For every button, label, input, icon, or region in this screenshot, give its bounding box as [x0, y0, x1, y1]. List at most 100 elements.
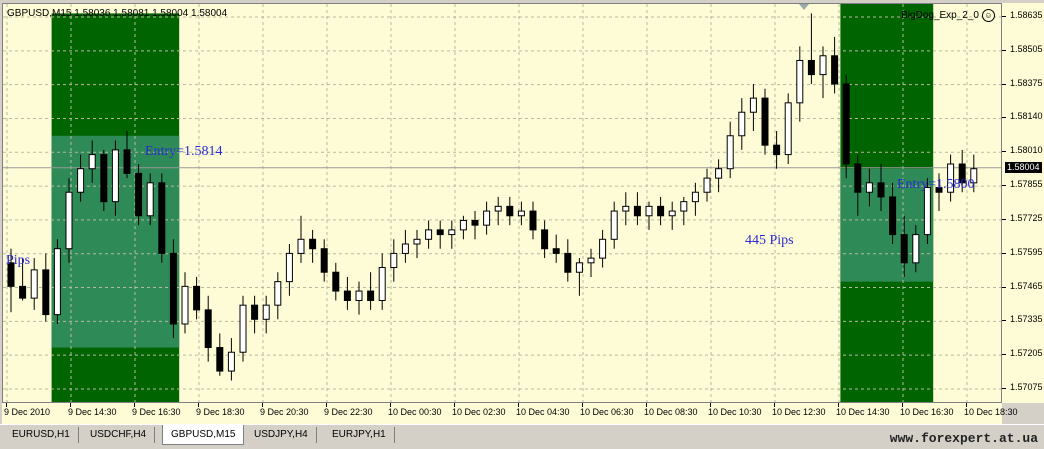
candle-bull [425, 229, 433, 240]
candle-bear [900, 234, 908, 264]
price-axis-label: 1.58140 [1010, 111, 1043, 122]
candle-bull [274, 281, 282, 306]
candle-bull [401, 243, 409, 254]
candle-bear [7, 262, 15, 287]
tab-usdchf-h4[interactable]: USDCHF,H4 [82, 427, 156, 443]
pips-label-1: Pips [6, 253, 31, 268]
watermark: www.forexpert.at.ua [889, 431, 1038, 446]
candle-bear [552, 248, 560, 254]
candle-bull [645, 205, 653, 217]
candle-bull [285, 252, 293, 283]
chart-window[interactable]: GBPUSD,M15 1.58036 1.58081 1.58004 1.580… [0, 0, 1044, 424]
price-tick [1002, 320, 1006, 322]
time-axis-label: 10 Dec 04:30 [516, 407, 570, 417]
candle-bull [970, 168, 978, 184]
candle-bull [819, 55, 827, 76]
price-tick [1002, 117, 1006, 119]
candle-bull [53, 248, 61, 316]
price-axis-label: 1.57855 [1010, 179, 1043, 190]
candle-bear [506, 205, 514, 217]
candle-bull [715, 168, 723, 179]
time-axis-label: 10 Dec 14:30 [836, 407, 890, 417]
tab-eurusd-h1[interactable]: EURUSD,H1 [4, 427, 79, 443]
price-tick [1002, 252, 1006, 254]
time-tick [838, 403, 839, 407]
price-tick [1002, 286, 1006, 288]
candle-bull [912, 234, 920, 264]
candle-bear [657, 205, 665, 217]
candle-bear [958, 163, 966, 184]
candle-bull [691, 191, 699, 203]
candle-bull [378, 267, 386, 301]
time-tick [134, 403, 135, 407]
price-axis-label: 1.58635 [1010, 10, 1043, 20]
time-axis-label: 10 Dec 16:30 [900, 407, 954, 417]
chart-shift-arrow-icon[interactable] [799, 4, 809, 10]
time-axis-label: 10 Dec 10:30 [708, 407, 762, 417]
candle-bull [599, 238, 607, 259]
candle-bull [459, 219, 467, 231]
candle-bull [796, 59, 804, 104]
price-tick [1002, 185, 1006, 187]
candle-bear [854, 163, 862, 193]
candle-bull [413, 238, 421, 245]
candle-bear [123, 149, 131, 174]
candle-bear [564, 252, 572, 273]
candle-bear [807, 59, 815, 76]
price-tick [1002, 83, 1006, 85]
time-axis-label: 10 Dec 08:30 [644, 407, 698, 417]
time-tick [966, 403, 967, 407]
tab-usdjpy-h4[interactable]: USDJPY,H4 [246, 427, 317, 443]
time-tick [262, 403, 263, 407]
candle-bull [749, 97, 757, 113]
candle-bear [436, 229, 444, 236]
time-axis-label: 10 Dec 02:30 [452, 407, 506, 417]
candle-bull [923, 187, 931, 236]
candle-bear [158, 182, 166, 254]
time-tick [390, 403, 391, 407]
chart-title: GBPUSD,M15 1.58036 1.58081 1.58004 1.580… [7, 8, 228, 19]
time-axis-label: 9 Dec 16:30 [132, 407, 181, 417]
time-axis-label: 10 Dec 18:30 [964, 407, 1018, 417]
candle-bear [216, 347, 224, 372]
price-axis-label: 1.58505 [1010, 43, 1043, 54]
candle-bull [575, 262, 583, 273]
time-tick [582, 403, 583, 407]
price-chart-plot[interactable]: GBPUSD,M15 1.58036 1.58081 1.58004 1.580… [2, 3, 1002, 403]
candle-bull [390, 252, 398, 269]
candle-bear [320, 248, 328, 273]
candle-bull [865, 182, 873, 193]
candle-bear [842, 83, 850, 165]
expert-smiley-icon[interactable]: ☺ [982, 9, 995, 22]
candle-bull [947, 163, 955, 193]
candle-bear [761, 97, 769, 146]
tab-eurjpy-h1[interactable]: EURJPY,H1 [324, 427, 395, 443]
candle-bull [587, 257, 595, 264]
time-axis-label: 10 Dec 12:30 [772, 407, 826, 417]
candle-bull [448, 229, 456, 236]
time-tick [646, 403, 647, 407]
price-tick [1002, 388, 1006, 389]
candle-bear [169, 252, 177, 325]
candle-bull [668, 210, 676, 217]
time-axis-label: 9 Dec 2010 [4, 407, 51, 417]
candle-bull [146, 182, 154, 217]
time-axis[interactable]: 9 Dec 2010 9 Dec 14:30 9 Dec 16:30 9 Dec 18… [2, 403, 1018, 424]
candle-bull [227, 351, 235, 372]
candle-bull [726, 135, 734, 170]
candle-bear [135, 172, 143, 217]
price-axis-label: 1.57075 [1010, 382, 1043, 392]
price-tick [1002, 16, 1006, 17]
tab-gbpusd-m15[interactable]: GBPUSD,M15 [162, 425, 245, 445]
time-axis-label: 9 Dec 22:30 [324, 407, 373, 417]
candle-bull [703, 177, 711, 193]
candle-bear [529, 210, 537, 231]
price-axis-label: 1.57465 [1010, 280, 1043, 291]
price-tick [1002, 151, 1006, 153]
time-tick [198, 403, 199, 407]
candle-bull [738, 111, 746, 137]
candle-bull [181, 285, 189, 325]
price-axis[interactable]: 1.58635 1.58505 1.58375 1.58140 1.58010 1.578… [1002, 3, 1044, 403]
time-axis-label: 9 Dec 18:30 [196, 407, 245, 417]
entry-label-1: Entry=1.5814 [145, 144, 223, 159]
